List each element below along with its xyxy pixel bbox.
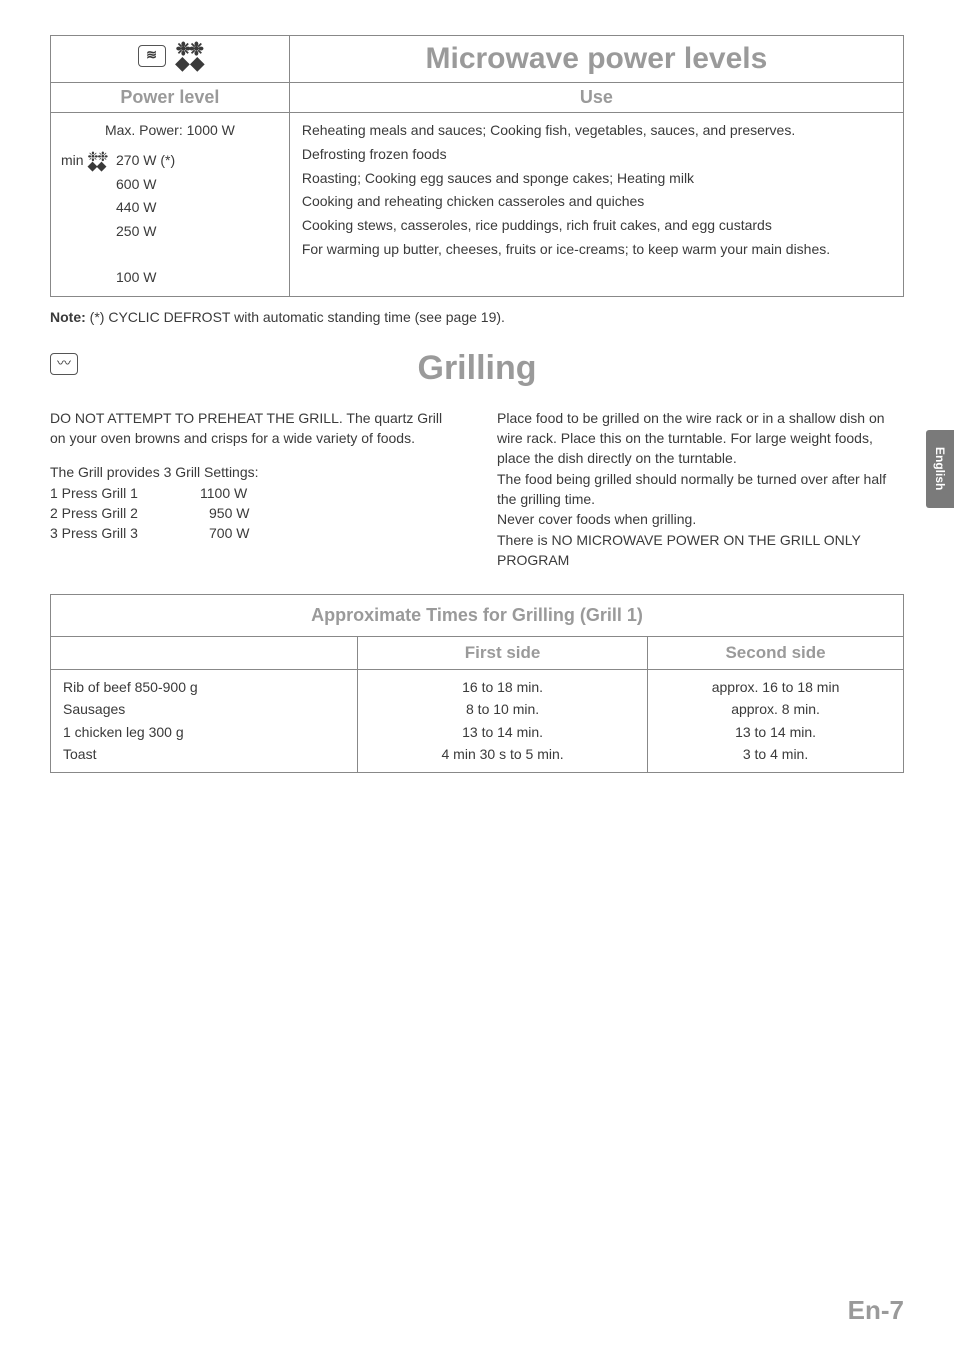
- grill-item-2: 1 chicken leg 300 g: [63, 721, 345, 743]
- use-5: Cooking stews, casseroles, rice puddings…: [302, 214, 891, 238]
- grilling-title: Grilling: [50, 349, 904, 388]
- grilling-right-col: Place food to be grilled on the wire rac…: [497, 408, 904, 570]
- page-number: En-7: [848, 1295, 904, 1326]
- max-power: Max. Power: 1000 W: [61, 119, 279, 143]
- grill-second-2: 13 to 14 min.: [660, 721, 891, 743]
- min-label: min: [61, 152, 84, 168]
- grill-second-1: approx. 8 min.: [660, 698, 891, 720]
- grill-icon: 〰: [50, 353, 78, 375]
- defrost-icon-small: ❉❉◆◆: [87, 152, 107, 170]
- grill-setting-2-label: 2 Press Grill 2: [50, 503, 200, 523]
- use-3: Roasting; Cooking egg sauces and sponge …: [302, 167, 891, 191]
- grilling-left-col: DO NOT ATTEMPT TO PREHEAT THE GRILL. The…: [50, 408, 457, 570]
- note-text: (*) CYCLIC DEFROST with automatic standi…: [90, 309, 505, 325]
- grill-second-0: approx. 16 to 18 min: [660, 676, 891, 698]
- language-tab: English: [926, 430, 954, 508]
- power-100: 100 W: [116, 266, 156, 290]
- grill-setting-1-val: 1100 W: [200, 483, 247, 503]
- power-table-title: Microwave power levels: [289, 36, 903, 83]
- grill-table-caption: Approximate Times for Grilling (Grill 1): [51, 595, 904, 637]
- grilling-p2: The Grill provides 3 Grill Settings:: [50, 462, 457, 482]
- defrost-icon: ❉❉◆ ◆: [176, 42, 203, 70]
- note-label: Note:: [50, 309, 86, 325]
- grill-first-1: 8 to 10 min.: [370, 698, 635, 720]
- power-250: 250 W: [116, 220, 156, 244]
- note-line: Note: (*) CYCLIC DEFROST with automatic …: [50, 309, 904, 325]
- power-270: 270 W (*): [116, 149, 175, 173]
- first-side-header: First side: [358, 636, 648, 669]
- microwave-power-table: ≋ ❉❉◆ ◆ Microwave power levels Power lev…: [50, 35, 904, 297]
- grilling-p1: DO NOT ATTEMPT TO PREHEAT THE GRILL. The…: [50, 408, 457, 449]
- grill-setting-3-val: 700 W: [200, 523, 249, 543]
- grill-items-col: Rib of beef 850-900 g Sausages 1 chicken…: [51, 669, 358, 772]
- grill-first-2: 13 to 14 min.: [370, 721, 635, 743]
- power-600: 600 W: [116, 173, 156, 197]
- grill-times-table: Approximate Times for Grilling (Grill 1)…: [50, 594, 904, 772]
- grill-second-3: 3 to 4 min.: [660, 743, 891, 765]
- grill-second-col: approx. 16 to 18 min approx. 8 min. 13 t…: [648, 669, 904, 772]
- use-1: Reheating meals and sauces; Cooking fish…: [302, 119, 891, 143]
- power-440: 440 W: [116, 196, 156, 220]
- grill-item-0: Rib of beef 850-900 g: [63, 676, 345, 698]
- grill-item-3: Toast: [63, 743, 345, 765]
- use-2: Defrosting frozen foods: [302, 143, 891, 167]
- grill-setting-3-label: 3 Press Grill 3: [50, 523, 200, 543]
- grill-first-0: 16 to 18 min.: [370, 676, 635, 698]
- grill-setting-2-val: 950 W: [200, 503, 249, 523]
- grill-item-1: Sausages: [63, 698, 345, 720]
- power-table-icon-cell: ≋ ❉❉◆ ◆: [51, 36, 290, 83]
- use-4: Cooking and reheating chicken casseroles…: [302, 190, 891, 214]
- grill-first-3: 4 min 30 s to 5 min.: [370, 743, 635, 765]
- power-level-cells: Max. Power: 1000 W min ❉❉◆◆ 270 W (*) 60…: [51, 113, 290, 297]
- grill-setting-1-label: 1 Press Grill 1: [50, 483, 200, 503]
- use-header: Use: [289, 83, 903, 113]
- use-6: For warming up butter, cheeses, fruits o…: [302, 238, 891, 262]
- grill-first-col: 16 to 18 min. 8 to 10 min. 13 to 14 min.…: [358, 669, 648, 772]
- use-cells: Reheating meals and sauces; Cooking fish…: [289, 113, 903, 297]
- second-side-header: Second side: [648, 636, 904, 669]
- wave-icon: ≋: [138, 45, 166, 67]
- power-level-header: Power level: [51, 83, 290, 113]
